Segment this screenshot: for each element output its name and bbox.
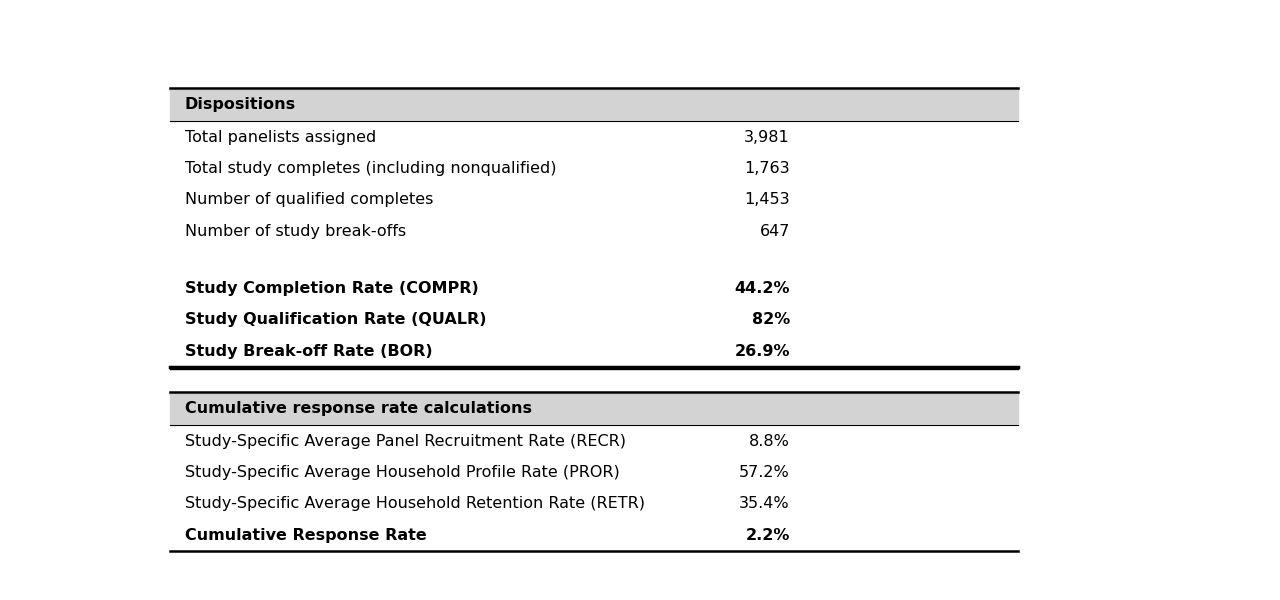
Bar (170, 121, 1018, 153)
Text: 57.2%: 57.2% (739, 465, 790, 480)
Bar (170, 392, 1018, 425)
Bar (170, 488, 1018, 520)
Text: 1,453: 1,453 (744, 193, 790, 208)
Bar (170, 520, 1018, 551)
Text: 82%: 82% (751, 312, 790, 327)
Text: Study-Specific Average Panel Recruitment Rate (RECR): Study-Specific Average Panel Recruitment… (184, 434, 626, 449)
Bar (170, 425, 1018, 457)
Text: 1,763: 1,763 (744, 161, 790, 176)
Bar (170, 88, 1018, 121)
Text: Study Break-off Rate (BOR): Study Break-off Rate (BOR) (184, 344, 433, 359)
Text: 647: 647 (759, 224, 790, 239)
Text: Study Qualification Rate (QUALR): Study Qualification Rate (QUALR) (184, 312, 486, 327)
Bar (170, 184, 1018, 215)
Bar (170, 272, 1018, 304)
Bar (170, 304, 1018, 335)
Bar (170, 335, 1018, 367)
Text: Study-Specific Average Household Retention Rate (RETR): Study-Specific Average Household Retenti… (184, 496, 645, 511)
Bar (170, 457, 1018, 488)
Text: Number of study break-offs: Number of study break-offs (184, 224, 406, 239)
Text: 44.2%: 44.2% (735, 281, 790, 296)
Text: 26.9%: 26.9% (735, 344, 790, 359)
Text: Total study completes (including nonqualified): Total study completes (including nonqual… (184, 161, 557, 176)
Text: 3,981: 3,981 (744, 130, 790, 145)
Text: Study Completion Rate (COMPR): Study Completion Rate (COMPR) (184, 281, 479, 296)
Text: 8.8%: 8.8% (749, 434, 790, 449)
Bar (170, 153, 1018, 184)
Text: Total panelists assigned: Total panelists assigned (184, 130, 376, 145)
Text: Study-Specific Average Household Profile Rate (PROR): Study-Specific Average Household Profile… (184, 465, 620, 480)
Text: Number of qualified completes: Number of qualified completes (184, 193, 433, 208)
Text: Dispositions: Dispositions (184, 97, 296, 112)
Text: 2.2%: 2.2% (745, 528, 790, 543)
Text: 35.4%: 35.4% (740, 496, 790, 511)
Text: Cumulative response rate calculations: Cumulative response rate calculations (184, 401, 531, 416)
Text: Cumulative Response Rate: Cumulative Response Rate (184, 528, 426, 543)
Bar (170, 215, 1018, 247)
